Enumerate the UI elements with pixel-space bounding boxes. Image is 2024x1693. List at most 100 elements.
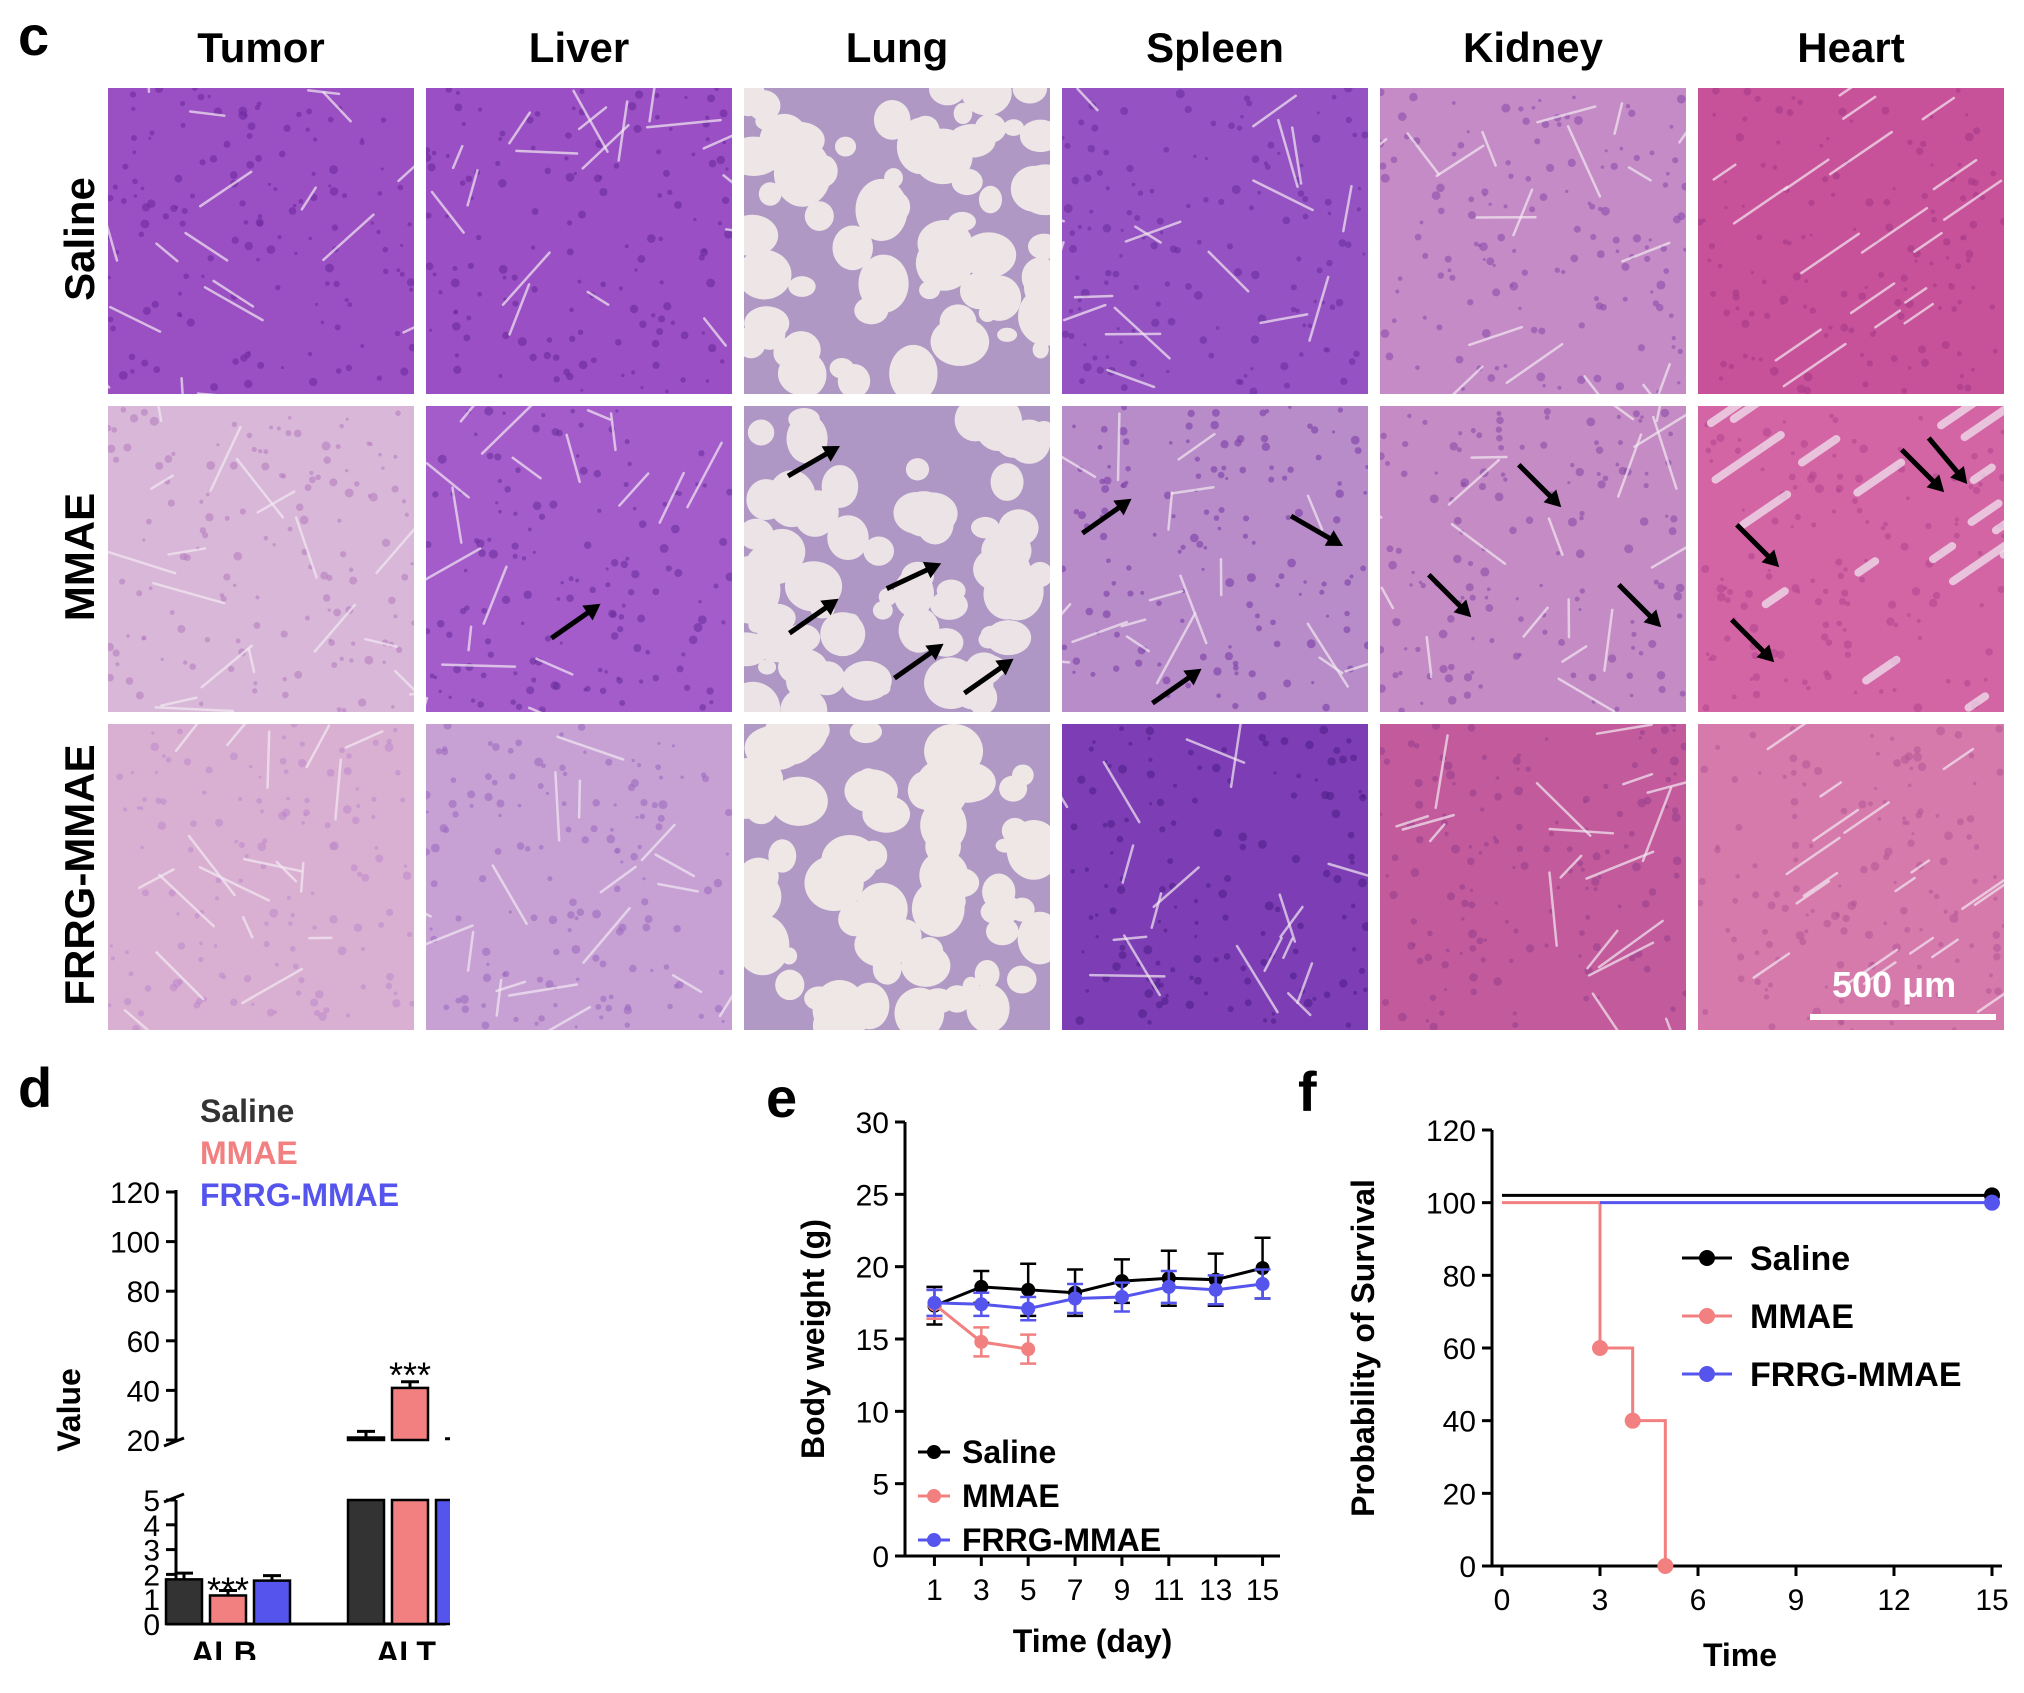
tile-frrg-mmae-spleen	[1062, 724, 1368, 1030]
tile-mmae-heart	[1698, 406, 2004, 712]
x-tick-label: 5	[1020, 1574, 1037, 1607]
arrow-icon	[1900, 448, 1945, 493]
tile-saline-lung	[744, 88, 1050, 394]
y-tick-label: 100	[1426, 1188, 1476, 1221]
y-tick-label: 0	[143, 1609, 160, 1642]
x-tick-label: 15	[1246, 1574, 1279, 1607]
legend-saline: Saline	[200, 1093, 294, 1129]
x-axis-label: Time	[1703, 1637, 1777, 1673]
arrow-icon	[1427, 573, 1472, 618]
y-tick-label: 0	[872, 1541, 889, 1574]
x-tick-label: 3	[1592, 1584, 1609, 1617]
data-point-saline	[974, 1279, 989, 1294]
row-label-frrg-mmae: FRRG-MMAE	[56, 744, 103, 1006]
row-label-saline: Saline	[56, 177, 103, 301]
y-axis-label: Body weight (g)	[795, 1219, 831, 1459]
y-tick-label: 40	[127, 1375, 160, 1408]
data-point-frrg-mmae	[1161, 1279, 1176, 1294]
y-tick-label: 25	[856, 1179, 889, 1212]
x-tick-label: 15	[1975, 1584, 2008, 1617]
column-label-kidney: Kidney	[1462, 24, 1604, 71]
arrow-icon	[786, 446, 840, 479]
column-label-heart: Heart	[1797, 24, 1905, 71]
x-tick-label: 12	[1877, 1584, 1910, 1617]
bar-mmae-alt	[390, 1386, 430, 1442]
legend-frrg-mmae: FRRG-MMAE	[1750, 1356, 1962, 1394]
panel-label-f: f	[1298, 1060, 1317, 1123]
x-axis-label: Time (day)	[1013, 1623, 1172, 1659]
arrow-icon	[1735, 523, 1780, 568]
x-tick-label: 11	[1153, 1574, 1184, 1607]
bar-saline-alb	[164, 1578, 204, 1626]
y-tick-label: 60	[1443, 1333, 1476, 1366]
y-tick-label: 80	[127, 1276, 160, 1309]
legend-marker	[927, 1489, 941, 1503]
tile-background	[108, 406, 414, 712]
tile-saline-heart	[1698, 88, 2004, 394]
panel-label-d: d	[18, 1056, 53, 1119]
x-tick-label: 7	[1067, 1574, 1084, 1607]
y-tick-label: 5	[872, 1469, 889, 1502]
y-tick-label: 20	[856, 1252, 889, 1285]
x-tick-label: 6	[1690, 1584, 1707, 1617]
data-point-frrg-mmae	[1021, 1301, 1036, 1316]
y-tick-label: 20	[1443, 1478, 1476, 1511]
significance-label: ***	[207, 1570, 249, 1611]
x-tick-label: 13	[1199, 1574, 1232, 1607]
data-point-mmae	[974, 1334, 989, 1349]
y-tick-label: 100	[110, 1227, 160, 1260]
tile-background	[1062, 724, 1368, 1030]
legend-marker	[1699, 1250, 1715, 1266]
chart-d-bar: 20406080100120012345ValueALBALTAST******…	[51, 1093, 450, 1660]
tile-background	[1380, 724, 1686, 1030]
y-tick-label: 30	[856, 1107, 889, 1140]
tile-background	[1380, 406, 1686, 712]
arrow-icon	[892, 643, 944, 681]
tile-frrg-mmae-liver	[426, 724, 732, 1030]
legend-mmae: MMAE	[200, 1135, 298, 1171]
tile-background	[1698, 88, 2004, 394]
x-tick-label: 9	[1788, 1584, 1805, 1617]
y-tick-label: 4	[143, 1510, 160, 1543]
y-axis-label: Value	[51, 1368, 87, 1452]
arrow-icon	[549, 603, 601, 641]
tile-mmae-kidney	[1380, 406, 1686, 712]
arrow-icon	[1289, 513, 1343, 546]
x-tick-label-alb: ALB	[191, 1635, 257, 1660]
y-tick-label: 1	[143, 1584, 160, 1617]
data-point-frrg-mmae	[927, 1295, 942, 1310]
arrow-icon	[1730, 618, 1775, 663]
y-tick-label: 80	[1443, 1260, 1476, 1293]
arrow-icon	[787, 598, 839, 636]
arrow-icon	[885, 561, 942, 591]
scale-bar-label: 500 μm	[1832, 964, 1957, 1005]
arrow-icon	[962, 658, 1014, 696]
tile-background	[426, 88, 732, 394]
y-tick-label: 2	[143, 1559, 160, 1592]
axis-break-mark	[163, 1436, 185, 1448]
tile-mmae-liver	[426, 406, 732, 712]
significance-label: ***	[389, 1355, 431, 1396]
data-point-mmae	[1592, 1340, 1608, 1356]
data-point-frrg-mmae	[1114, 1290, 1129, 1305]
data-point-saline	[1021, 1282, 1036, 1297]
tile-frrg-mmae-tumor	[108, 724, 414, 1030]
legend-saline: Saline	[962, 1434, 1056, 1470]
legend-mmae: MMAE	[962, 1478, 1060, 1514]
row-label-mmae: MMAE	[56, 492, 103, 622]
tile-saline-kidney	[1380, 88, 1686, 394]
arrow-icon	[1926, 436, 1968, 484]
legend-saline: Saline	[1750, 1240, 1850, 1278]
y-axis-label: Probability of Survival	[1345, 1179, 1381, 1517]
y-tick-label: 3	[143, 1535, 160, 1568]
column-label-lung: Lung	[845, 24, 949, 71]
bar-saline-alt	[346, 1436, 386, 1442]
data-point-mmae	[1657, 1558, 1674, 1574]
legend-marker	[1699, 1308, 1715, 1324]
tile-frrg-mmae-kidney	[1380, 724, 1686, 1030]
legend-frrg-mmae: FRRG-MMAE	[962, 1522, 1161, 1558]
data-point-frrg-mmae	[1255, 1277, 1270, 1292]
y-tick-label: 120	[1426, 1115, 1476, 1148]
arrow-icon	[1150, 668, 1202, 706]
